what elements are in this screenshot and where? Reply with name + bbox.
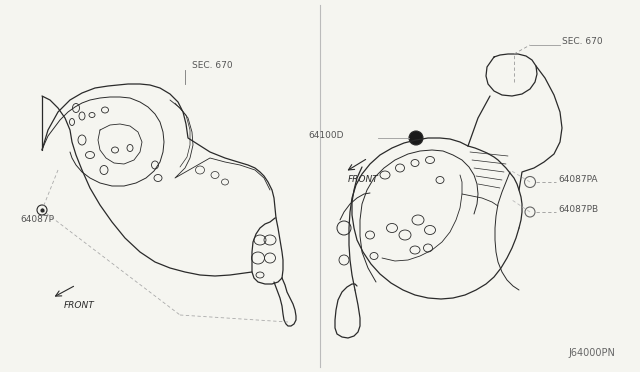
- Text: SEC. 670: SEC. 670: [192, 61, 232, 70]
- Text: SEC. 670: SEC. 670: [562, 37, 603, 46]
- Text: J64000PN: J64000PN: [568, 348, 615, 358]
- Text: 64087P: 64087P: [20, 215, 54, 224]
- Text: 64100D: 64100D: [308, 131, 344, 141]
- Circle shape: [409, 131, 423, 145]
- Text: FRONT: FRONT: [348, 175, 379, 184]
- Text: 64087PA: 64087PA: [558, 176, 598, 185]
- Text: 64087PB: 64087PB: [558, 205, 598, 215]
- Text: FRONT: FRONT: [64, 301, 95, 310]
